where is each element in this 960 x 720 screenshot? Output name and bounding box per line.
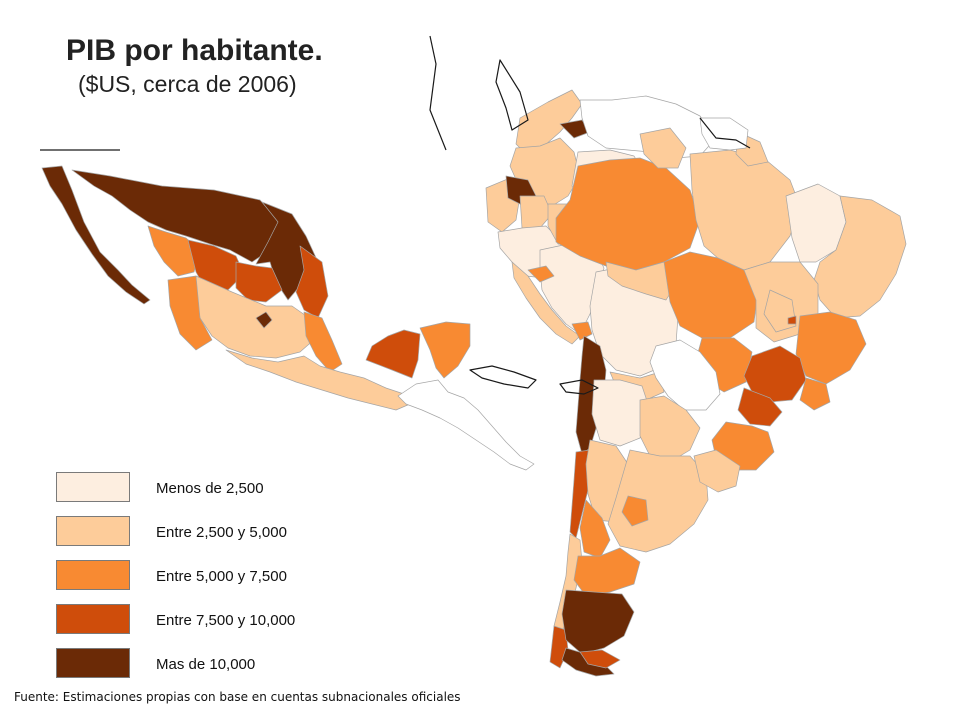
region-mx-jalisco: [167, 275, 213, 351]
region-ar-noroeste: [591, 379, 651, 447]
region-ar-cordoba: [621, 495, 649, 527]
region-mx-sinaloa: [147, 225, 201, 277]
region-br-mato-grosso: [663, 251, 759, 339]
florida-outline: [495, 59, 529, 131]
legend-swatch: [56, 516, 130, 546]
legend-swatch: [56, 472, 130, 502]
region-mx-campeche: [365, 329, 421, 379]
region-br-roraima: [639, 127, 687, 169]
region-br-espirito-santo: [799, 377, 831, 411]
source-note: Fuente: Estimaciones propias con base en…: [14, 690, 461, 704]
region-mx-cdmx: [255, 311, 273, 329]
legend-label: Entre 5,000 y 7,500: [156, 568, 287, 585]
legend-item-menos-2500: Menos de 2,500: [56, 472, 376, 516]
region-br-bahia: [795, 311, 867, 385]
map-title: PIB por habitante.: [66, 34, 323, 67]
region-br-para: [689, 149, 801, 271]
map-subtitle: ($US, cerca de 2006): [78, 71, 297, 97]
region-br-nordeste: [813, 195, 907, 319]
legend-label: Menos de 2,500: [156, 480, 264, 497]
region-br-minas: [743, 345, 807, 403]
region-baja-california: [41, 165, 151, 305]
region-uruguay: [693, 449, 741, 493]
cuba-outline: [469, 365, 537, 389]
region-br-amazonas: [555, 157, 701, 271]
region-ar-patagonia-norte: [573, 547, 641, 597]
legend-item-7500-10000: Entre 7,500 y 10,000: [56, 604, 376, 648]
region-mx-sonora-chihuahua: [71, 169, 281, 263]
region-br-acre-rondonia: [605, 261, 677, 301]
legend-swatch: [56, 560, 130, 590]
title-block: PIB por habitante. ($US, cerca de 2006): [66, 34, 323, 98]
legend: Menos de 2,500 Entre 2,500 y 5,000 Entre…: [56, 472, 376, 692]
region-peru-costa: [511, 261, 581, 345]
region-br-sp: [737, 387, 783, 427]
legend-label: Entre 2,500 y 5,000: [156, 524, 287, 541]
legend-swatch: [56, 604, 130, 634]
legend-label: Entre 7,500 y 10,000: [156, 612, 296, 629]
region-mx-veracruz: [303, 311, 343, 373]
region-ar-patagonia-sur: [561, 589, 635, 655]
region-guyanas: [699, 117, 749, 151]
region-central-america: [397, 379, 535, 471]
guyana-coast: [699, 117, 751, 149]
region-paraguay: [649, 339, 721, 411]
legend-swatch: [56, 648, 130, 678]
region-ar-santa-cruz-sur: [579, 649, 621, 669]
legend-item-5000-7500: Entre 5,000 y 7,500: [56, 560, 376, 604]
legend-item-2500-5000: Entre 2,500 y 5,000: [56, 516, 376, 560]
legend-item-mas-10000: Mas de 10,000: [56, 648, 376, 692]
region-ar-nordeste: [639, 395, 701, 463]
region-mx-zacatecas: [235, 261, 283, 303]
hispaniola-outline: [559, 379, 599, 395]
region-peru-lima: [527, 265, 555, 283]
region-mx-yucatan-qroo: [419, 321, 471, 379]
region-ecuador-oriente: [519, 195, 553, 229]
region-br-df: [787, 315, 797, 325]
region-ar-pampa: [607, 449, 709, 553]
region-peru-moquegua: [571, 321, 593, 341]
us-border-line: [40, 35, 447, 151]
legend-label: Mas de 10,000: [156, 656, 256, 673]
